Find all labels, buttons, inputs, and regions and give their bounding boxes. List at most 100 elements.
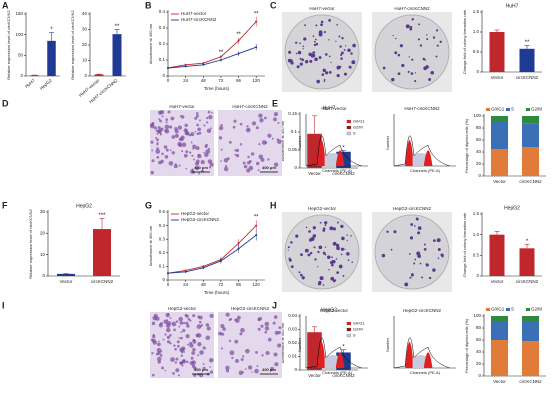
colony xyxy=(339,65,342,69)
colony xyxy=(305,226,308,229)
cell xyxy=(220,123,223,127)
image-title: HepG2-circKCNN2 xyxy=(231,306,270,311)
cell xyxy=(202,363,205,365)
y-tick-label: 0.3 xyxy=(159,25,166,30)
cell xyxy=(273,352,278,357)
colony xyxy=(319,276,324,281)
cell xyxy=(161,366,164,370)
colony xyxy=(312,234,317,238)
point xyxy=(202,63,205,66)
cell xyxy=(194,130,197,133)
cell xyxy=(195,159,200,164)
dish xyxy=(284,14,360,90)
cell xyxy=(271,137,274,140)
cell xyxy=(181,142,187,148)
y-tick-label: 0 xyxy=(476,69,479,74)
y-tick-label: 0.5 xyxy=(473,253,480,258)
g2m-peak xyxy=(335,150,345,166)
cell xyxy=(190,141,193,144)
bar xyxy=(519,48,535,72)
cell xyxy=(195,114,199,118)
y-axis-label: Relative expression level of circKCNN2 xyxy=(6,9,11,79)
colony xyxy=(328,55,331,58)
bar-segment xyxy=(521,316,540,322)
colony xyxy=(435,55,438,58)
colony xyxy=(335,258,338,260)
cell xyxy=(248,165,254,171)
y-axis-label: Percentage of diploid cells (%) xyxy=(464,318,469,373)
histogram-outline xyxy=(393,135,450,167)
colony xyxy=(397,72,401,76)
cell xyxy=(164,333,167,336)
colony xyxy=(346,239,348,242)
y-tick-label: 60 xyxy=(476,337,482,342)
g0g1-peak xyxy=(317,342,326,368)
cell xyxy=(178,325,181,328)
x-tick-label: 96 xyxy=(236,282,242,287)
colony xyxy=(313,43,317,47)
cell xyxy=(220,148,223,151)
cell xyxy=(184,130,189,136)
colony xyxy=(436,238,441,243)
series-line xyxy=(167,21,257,69)
colony xyxy=(410,72,414,75)
micrograph xyxy=(218,110,282,176)
cell xyxy=(257,327,261,331)
cell xyxy=(199,350,204,355)
legend-label: G2/M xyxy=(531,107,542,112)
x-tick-label: 72 xyxy=(218,78,224,83)
cell xyxy=(157,342,161,347)
colony xyxy=(314,258,317,261)
cell xyxy=(190,132,195,137)
cell xyxy=(185,334,190,339)
cell xyxy=(179,347,185,353)
cell xyxy=(189,151,192,154)
cell xyxy=(273,162,279,167)
colony xyxy=(308,52,312,57)
colony xyxy=(409,25,413,29)
colony xyxy=(351,60,356,65)
cell xyxy=(220,323,225,329)
cell xyxy=(195,146,200,151)
cell xyxy=(182,328,186,333)
chart-title: HepG2 xyxy=(76,203,92,209)
g0g1-peak xyxy=(405,140,414,166)
legend-swatch xyxy=(346,125,352,130)
cell xyxy=(210,127,212,130)
cell xyxy=(156,141,159,144)
point xyxy=(255,20,258,23)
cell xyxy=(220,160,222,162)
g0g1-peak xyxy=(405,342,414,368)
cell xyxy=(186,360,189,364)
significance: ** xyxy=(254,215,259,221)
colony xyxy=(399,44,403,48)
legend-label: HuH7-circKCNN2 xyxy=(181,17,217,22)
y-tick-label: 80 xyxy=(476,125,482,130)
chart-title: HepG2 xyxy=(321,307,337,313)
flow-y-label: Number xyxy=(385,337,390,352)
panel-label: A xyxy=(2,0,9,10)
cell xyxy=(184,123,188,128)
y-tick-label: 0.1 xyxy=(159,264,166,269)
colony xyxy=(317,266,319,268)
scale-label: 400 μm xyxy=(194,165,208,170)
cell xyxy=(182,321,186,325)
cell xyxy=(267,133,272,138)
cell xyxy=(169,149,172,152)
colony xyxy=(320,23,323,27)
significance: ** xyxy=(525,40,530,46)
panel-label: H xyxy=(270,200,277,210)
cell xyxy=(233,119,237,123)
colony xyxy=(393,230,397,234)
cell xyxy=(229,350,235,356)
cell xyxy=(258,142,261,146)
colony xyxy=(302,48,304,50)
cell xyxy=(166,327,171,333)
x-tick-label: Vector xyxy=(491,75,504,80)
cell xyxy=(178,337,180,339)
image-title: HuH7-vector xyxy=(309,6,335,11)
cell xyxy=(150,140,154,144)
bar xyxy=(30,75,39,76)
y-axis-label: Relative expression level of circKCNN2 xyxy=(70,9,75,79)
colony xyxy=(418,23,421,26)
